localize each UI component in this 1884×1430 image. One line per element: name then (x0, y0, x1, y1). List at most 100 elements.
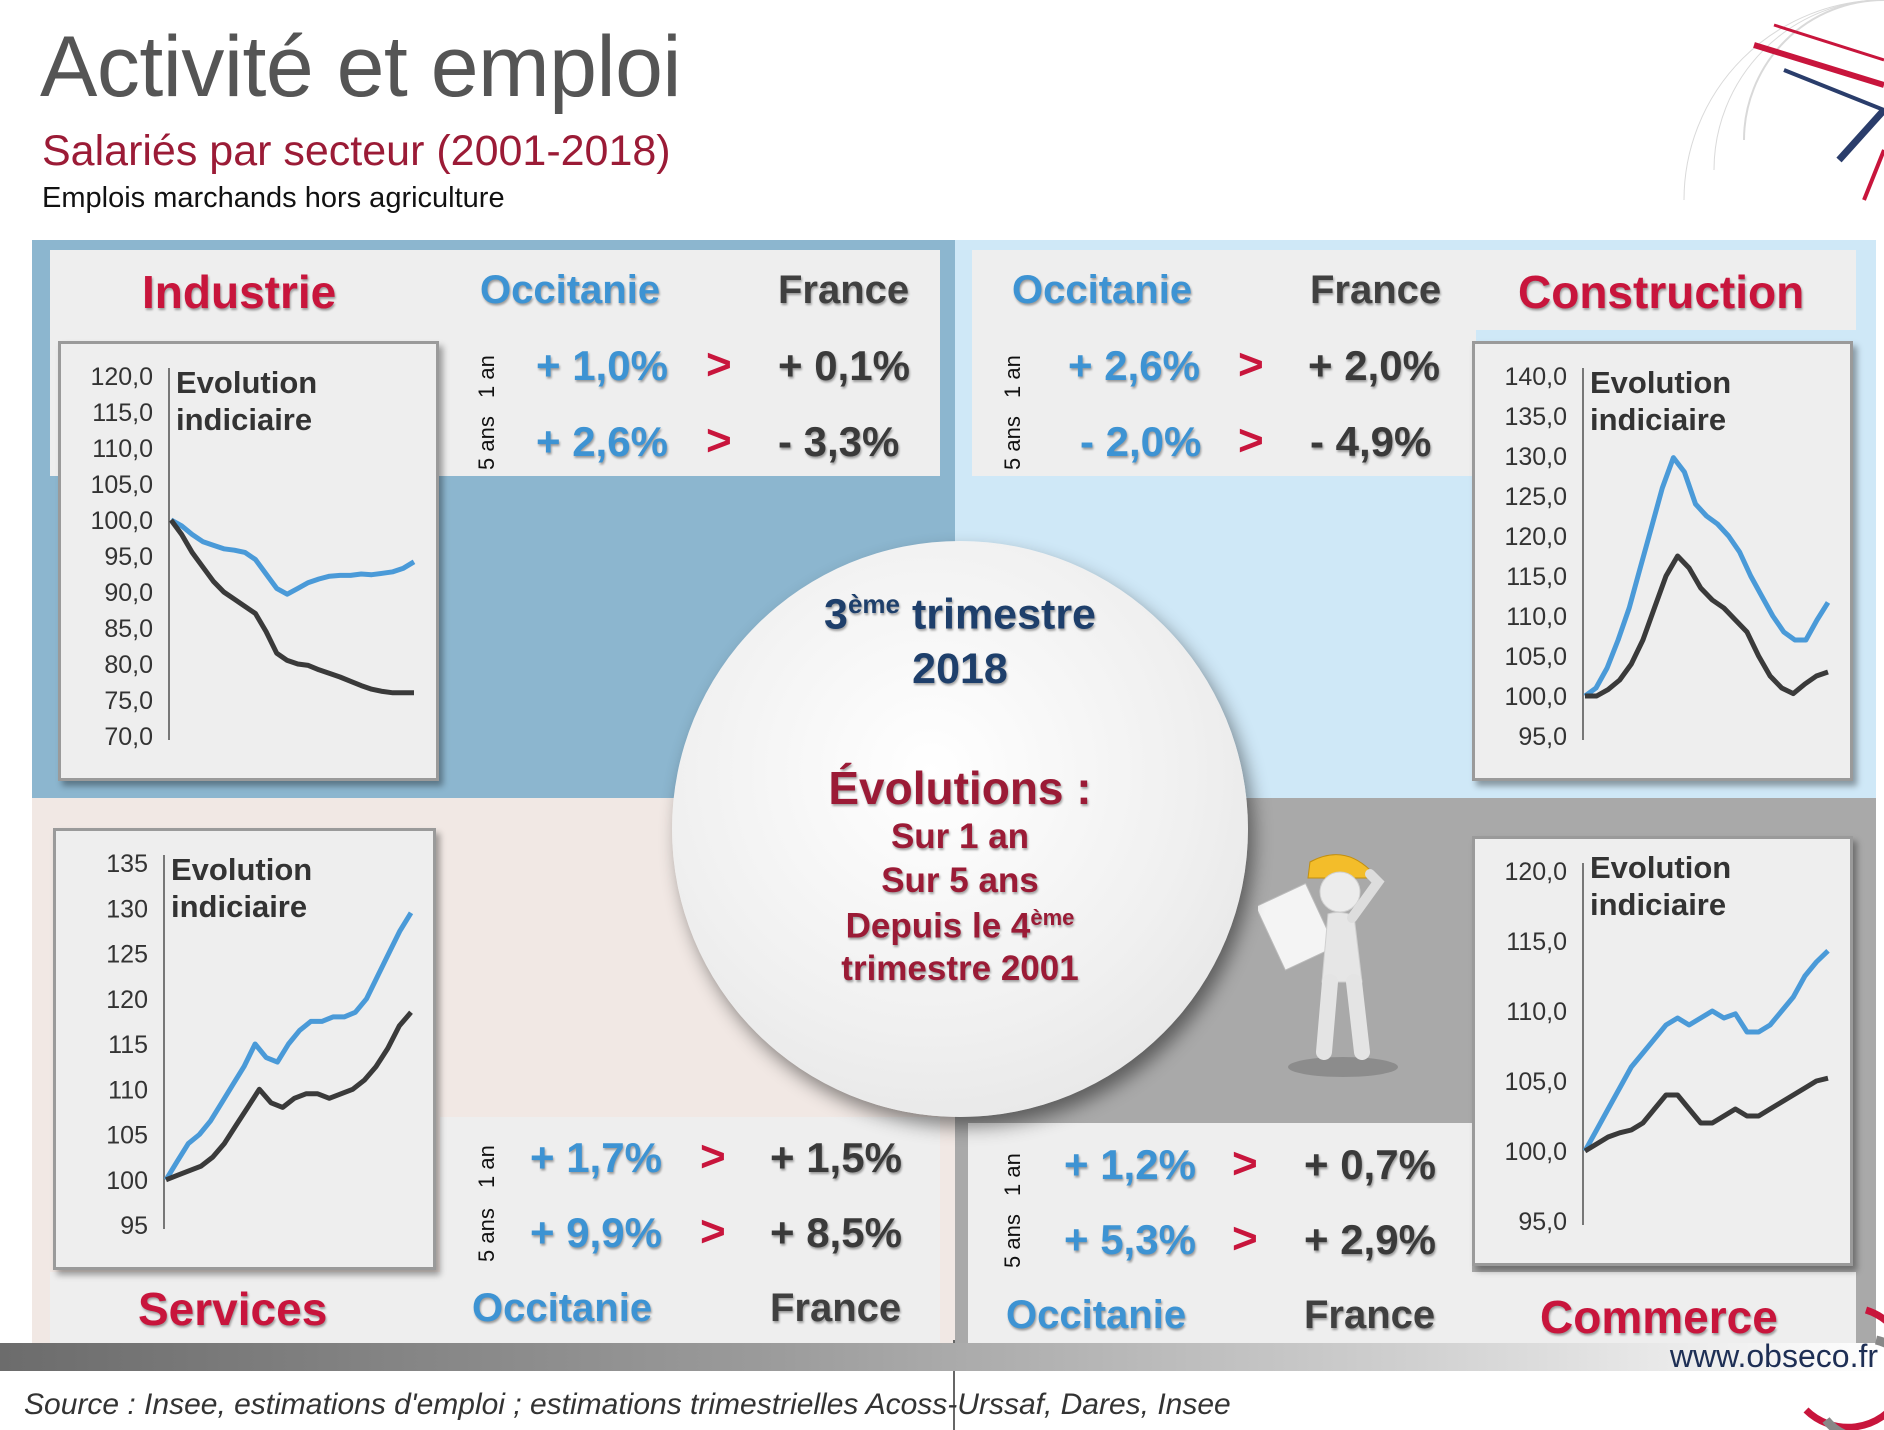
greater-than-sign: > (1238, 340, 1264, 389)
y-tick-label: 105,0 (1504, 643, 1567, 671)
services-france-1an: + 1,5% (770, 1134, 902, 1181)
commerce-title-panel (1472, 1272, 1856, 1349)
series-line-occitanie (163, 911, 414, 1182)
y-tick-label: 100,0 (1504, 683, 1567, 711)
y-tick-label: 120,0 (90, 363, 153, 391)
sector-title-commerce: Commerce (1540, 1291, 1778, 1343)
y-tick-label: 105,0 (90, 471, 153, 499)
commerce-france-5ans: + 2,9% (1304, 1216, 1436, 1263)
y-tick-label: 110,0 (1506, 603, 1567, 631)
series-line-occitanie (1583, 455, 1831, 699)
chart-label-line1: Evolution (1590, 850, 1732, 885)
center-line-5ans: Sur 5 ans (881, 861, 1039, 900)
header-occitanie: Occitanie (1012, 268, 1193, 312)
construction-occitanie-1an: + 2,6% (1068, 342, 1200, 389)
chart-construction: 95,0 100,0 105,0 110,0 115,0 120,0 125,0 130,0 1… (1472, 341, 1853, 781)
chart-label-line2: indiciaire (176, 402, 313, 437)
center-line-depuis: Depuis le 4 (845, 906, 1031, 946)
header-france: France (778, 268, 910, 312)
footer-source: Source : Insee, estimations d'emploi ; e… (24, 1388, 1231, 1421)
center-evolutions-heading: Évolutions : (828, 762, 1092, 814)
label-1-an: 1 an (1000, 355, 1025, 398)
header-occitanie: Occitanie (480, 268, 661, 312)
industrie-occitanie-5ans: + 2,6% (536, 418, 668, 465)
greater-than-sign: > (700, 1207, 726, 1256)
greater-than-sign: > (1232, 1214, 1258, 1263)
label-5-ans: 5 ans (1000, 416, 1025, 470)
construction-occitanie-5ans: - 2,0% (1080, 418, 1202, 465)
chart-label-line2: indiciaire (171, 889, 308, 924)
y-tick-label: 125 (106, 941, 148, 969)
header-occitanie: Occitanie (472, 1286, 653, 1330)
quarter-suffix: ème (847, 589, 900, 619)
worker-figure-illustration (1258, 854, 1398, 1077)
sector-title-services: Services (138, 1283, 328, 1335)
chart-svg-0: 70,0 75,0 80,0 85,0 90,0 95,0 100,0 105,0 110,0 1… (90, 363, 416, 751)
y-tick-label: 75,0 (104, 687, 153, 715)
header-france: France (1310, 268, 1442, 312)
series-line-france (168, 518, 414, 696)
y-tick-label: 130 (106, 895, 148, 923)
greater-than-sign: > (1232, 1139, 1258, 1188)
services-france-5ans: + 8,5% (770, 1209, 902, 1256)
quarter-number: 3 (824, 590, 848, 639)
center-line-depuis-suffix: ème (1030, 905, 1075, 930)
commerce-france-1an: + 0,7% (1304, 1141, 1436, 1188)
footer-gradient-bar (0, 1343, 1884, 1371)
label-1-an: 1 an (1000, 1153, 1025, 1196)
y-tick-label: 140,0 (1504, 363, 1567, 391)
y-tick-label: 115,0 (1506, 928, 1567, 956)
chart-label-line1: Evolution (171, 852, 313, 887)
y-tick-label: 110 (108, 1076, 148, 1104)
construction-france-5ans: - 4,9% (1310, 418, 1432, 465)
sector-title-industrie: Industrie (142, 266, 337, 318)
commerce-occitanie-5ans: + 5,3% (1064, 1216, 1196, 1263)
construction-stats-panel (972, 250, 1476, 476)
series-line-occitanie (1582, 949, 1830, 1153)
services-stats-panel (440, 1117, 940, 1343)
commerce-occitanie-1an: + 1,2% (1064, 1141, 1196, 1188)
y-tick-label: 115,0 (1506, 563, 1567, 591)
label-5-ans: 5 ans (474, 416, 499, 470)
chart-label-line2: indiciaire (1590, 887, 1727, 922)
decorative-corner-graphic (1683, 0, 1884, 201)
y-tick-label: 90,0 (104, 579, 153, 607)
services-occitanie-5ans: + 9,9% (530, 1209, 662, 1256)
y-tick-label: 135 (106, 850, 148, 878)
y-tick-label: 70,0 (104, 723, 153, 751)
industrie-france-1an: + 0,1% (778, 342, 910, 389)
header-france: France (770, 1286, 902, 1330)
y-tick-label: 120 (106, 986, 148, 1014)
y-tick-label: 80,0 (104, 651, 153, 679)
y-tick-label: 115 (108, 1031, 148, 1059)
services-occitanie-1an: + 1,7% (530, 1134, 662, 1181)
services-title-panel (50, 1272, 440, 1343)
center-line-trimestre: trimestre 2001 (841, 949, 1079, 988)
chart-services: 95 100 105 110 115 120 125 130 135 Evolution ind… (53, 828, 436, 1270)
chart-svg-2: 95 100 105 110 115 120 125 130 135 (106, 850, 414, 1240)
chart-industrie: 70,0 75,0 80,0 85,0 90,0 95,0 100,0 105,0 110,0 1… (58, 341, 439, 781)
page-title: Activité et emploi (40, 19, 682, 115)
chart-label-line1: Evolution (176, 365, 318, 400)
page-subsubtitle: Emplois marchands hors agriculture (42, 182, 505, 214)
series-line-france (165, 1010, 413, 1183)
chart-label-line2: indiciaire (1590, 402, 1727, 437)
y-tick-label: 110,0 (1506, 998, 1567, 1026)
y-tick-label: 105,0 (1504, 1068, 1567, 1096)
label-5-ans: 5 ans (1000, 1214, 1025, 1268)
y-tick-label: 130,0 (1504, 443, 1567, 471)
footer-url-link[interactable]: www.obseco.fr (1669, 1338, 1878, 1374)
series-line-france (1585, 553, 1829, 699)
commerce-stats-panel (968, 1123, 1472, 1349)
industrie-occitanie-1an: + 1,0% (536, 342, 668, 389)
greater-than-sign: > (1238, 416, 1264, 465)
center-summary-circle: 3ème trimestre 2018 Évolutions : Sur 1 a… (672, 541, 1248, 1117)
y-tick-label: 105 (106, 1122, 148, 1150)
chart-svg-1: 95,0 100,0 105,0 110,0 115,0 120,0 125,0 130,0 1… (1504, 363, 1831, 751)
series-line-france (1583, 1075, 1829, 1154)
page-subtitle: Salariés par secteur (2001-2018) (42, 127, 671, 175)
header-occitanie: Occitanie (1006, 1293, 1187, 1337)
label-5-ans: 5 ans (474, 1208, 499, 1262)
series-line-occitanie (169, 517, 416, 597)
chart-svg-3: 95,0 100,0 105,0 110,0 115,0 120,0 (1504, 858, 1830, 1236)
